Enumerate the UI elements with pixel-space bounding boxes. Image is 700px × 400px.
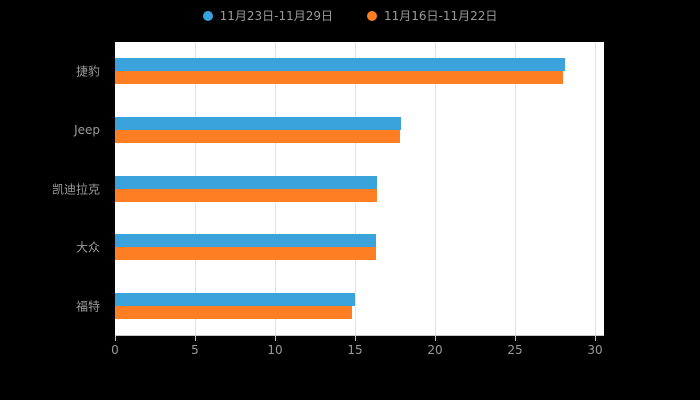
chart-legend: 11月23日-11月29日 11月16日-11月22日 — [0, 7, 700, 24]
bar-series1-凯迪拉克[interactable] — [115, 188, 378, 202]
x-axis-label: 30 — [587, 343, 603, 357]
legend-label: 11月16日-11月22日 — [384, 9, 498, 23]
x-axis-tick — [195, 336, 196, 341]
x-axis-tick — [595, 336, 596, 341]
bar-series1-捷豹[interactable] — [115, 71, 563, 85]
legend-item-1[interactable]: 11月16日-11月22日 — [367, 7, 497, 24]
legend-item-0[interactable]: 11月23日-11月29日 — [202, 7, 333, 24]
bar-series1-福特[interactable] — [115, 305, 352, 319]
legend-dot-icon — [202, 10, 213, 21]
category-label: 凯迪拉克 — [51, 182, 100, 196]
bar-series0-Jeep[interactable] — [115, 116, 402, 130]
gridline — [435, 42, 436, 335]
gridline — [515, 42, 516, 335]
category-label: 捷豹 — [75, 64, 100, 79]
legend-label: 11月23日-11月29日 — [219, 9, 333, 23]
category-label: Jeep — [74, 122, 100, 137]
x-axis-tick — [515, 336, 516, 341]
x-axis-label: 10 — [267, 343, 283, 357]
x-axis-tick — [435, 336, 436, 341]
bar-series0-捷豹[interactable] — [115, 58, 565, 72]
x-axis-tick — [275, 336, 276, 341]
legend-dot-icon — [367, 10, 377, 21]
category-label: 福特 — [75, 299, 100, 314]
x-axis-label: 25 — [507, 343, 523, 357]
x-axis-label: 20 — [427, 343, 443, 357]
y-axis-category-labels: 捷豹 Jeep 凯迪拉克大众福特 — [0, 42, 106, 335]
bar-series0-大众[interactable] — [115, 234, 376, 248]
bar-series0-福特[interactable] — [115, 292, 355, 306]
x-axis-label: 15 — [347, 343, 363, 357]
plot-area — [115, 42, 604, 335]
x-axis-label: 5 — [191, 343, 199, 357]
gridline — [595, 42, 596, 335]
bar-series1-大众[interactable] — [115, 247, 376, 261]
x-axis-tick — [115, 336, 116, 341]
x-axis-tick — [355, 336, 356, 341]
bar-series1-Jeep[interactable] — [115, 129, 400, 143]
category-label: 大众 — [75, 240, 100, 255]
bar-series0-凯迪拉克[interactable] — [115, 175, 378, 189]
x-axis-label: 0 — [111, 343, 119, 357]
x-axis-line — [115, 335, 604, 336]
